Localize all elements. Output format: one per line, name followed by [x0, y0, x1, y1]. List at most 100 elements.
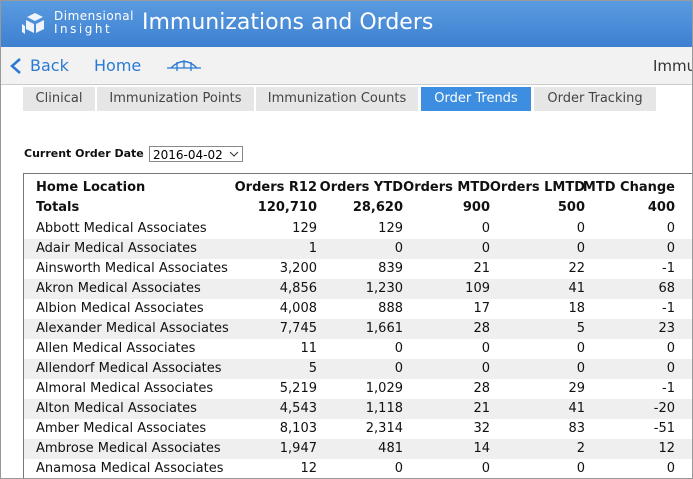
row: Totals 120,710 28,620 900 500 400	[24, 198, 692, 218]
cell-value: 120,710	[257, 200, 317, 215]
cell-value: 0	[666, 461, 675, 476]
row-label: Home Location	[36, 180, 146, 195]
cell-value: 5	[576, 321, 585, 336]
cell-value: 0	[576, 221, 585, 236]
row-label: Totals	[36, 200, 80, 215]
app-title: Immunizations and Orders	[142, 10, 434, 35]
tab[interactable]: Order Trends	[421, 87, 531, 111]
row-label: Almoral Medical Associates	[36, 381, 214, 396]
cell-value: 18	[568, 301, 585, 316]
cell-value: 12	[658, 441, 675, 456]
cell-value: 5,219	[279, 381, 317, 396]
logo-text: Dimensional Insight	[54, 10, 134, 36]
row-label: Abbott Medical Associates	[36, 221, 207, 236]
cell-value: 28	[473, 381, 490, 396]
cell-value: 21	[473, 261, 490, 276]
row-label: Ambrose Medical Associates	[36, 441, 221, 456]
row-label: Adair Medical Associates	[36, 241, 197, 256]
cell-value: 4,856	[279, 281, 317, 296]
cell-value: 0	[394, 461, 403, 476]
cell-value: 23	[658, 321, 675, 336]
cell-value: 1	[308, 241, 317, 256]
cell-value: 17	[473, 301, 490, 316]
row-shaded: Alton Medical Associates 4,543 1,118 21 41 -2…	[24, 399, 692, 419]
row-shaded: Allendorf Medical Associates 5 0 0 0 0	[24, 359, 692, 379]
row-label: Alexander Medical Associates	[36, 321, 229, 336]
cell-value: 0	[481, 461, 490, 476]
cell-value: 7,745	[279, 321, 317, 336]
cell-value: 21	[473, 401, 490, 416]
logo-line: Dimensional	[54, 9, 134, 23]
cell-value: 0	[481, 221, 490, 236]
cell-value: 900	[462, 200, 490, 215]
cell-value: 0	[576, 361, 585, 376]
cell-value: -1	[662, 301, 675, 316]
row: Home Location Orders R12 Orders YTD Orders …	[24, 178, 692, 198]
cell-value: Orders LMTD	[489, 180, 585, 195]
cell-value: 32	[473, 421, 490, 436]
cell-value: 83	[568, 421, 585, 436]
home-button[interactable]: Home	[94, 56, 142, 75]
cell-value: 4,543	[279, 401, 317, 416]
row-label: Ainsworth Medical Associates	[36, 261, 228, 276]
cell-value: 28	[473, 321, 490, 336]
cell-value: MTD Change	[582, 180, 675, 195]
cell-value: 1,661	[365, 321, 403, 336]
cell-value: 5	[308, 361, 317, 376]
tab[interactable]: Order Tracking	[534, 87, 656, 111]
cell-value: 0	[394, 241, 403, 256]
cell-value: 22	[568, 261, 585, 276]
row-shaded: Adair Medical Associates 1 0 0 0 0	[24, 239, 692, 259]
cell-value: 1,947	[279, 441, 317, 456]
tab[interactable]: Immunization Points	[97, 87, 254, 111]
cell-value: 8,103	[279, 421, 317, 436]
nav-bar: Back Home Immu	[1, 47, 692, 85]
date-select[interactable]: 2016-04-02	[149, 146, 243, 162]
data-table: Home Location Orders R12 Orders YTD Orders …	[23, 173, 692, 478]
cell-value: -20	[653, 401, 675, 416]
cell-value: -1	[662, 261, 675, 276]
cell-value: 0	[666, 361, 675, 376]
page-name: Immu	[653, 57, 693, 75]
row-label: Akron Medical Associates	[36, 281, 201, 296]
cell-value: 129	[292, 221, 317, 236]
cell-value: 41	[568, 401, 585, 416]
cell-value: 14	[473, 441, 490, 456]
cell-value: 500	[557, 200, 585, 215]
dropdown-arrow	[229, 151, 239, 157]
row: Abbott Medical Associates 129 129 0 0 0	[24, 219, 692, 239]
cell-value: 29	[568, 381, 585, 396]
cell-value: 3,200	[279, 261, 317, 276]
bridge-icon[interactable]	[166, 57, 202, 73]
cell-value: 1,029	[365, 381, 403, 396]
tab[interactable]: Clinical	[23, 87, 95, 111]
cell-value: 839	[378, 261, 403, 276]
row-label: Alton Medical Associates	[36, 401, 197, 416]
row: Anamosa Medical Associates 12 0 0 0 0	[24, 459, 692, 478]
cell-value: 0	[666, 341, 675, 356]
cell-value: -51	[653, 421, 675, 436]
row: Allen Medical Associates 11 0 0 0 0	[24, 339, 692, 359]
cell-value: 2,314	[365, 421, 403, 436]
cell-value: 0	[481, 361, 490, 376]
cell-value: 0	[576, 241, 585, 256]
row-label: Amber Medical Associates	[36, 421, 207, 436]
cell-value: 4,008	[279, 301, 317, 316]
date-value: 2016-04-02	[153, 148, 223, 162]
back-button[interactable]: Back	[30, 56, 69, 75]
row: Amber Medical Associates 8,103 2,314 32 83 -5…	[24, 419, 692, 439]
cell-value: 0	[481, 241, 490, 256]
cell-value: 28,620	[352, 200, 403, 215]
back-chevron[interactable]	[9, 57, 23, 75]
row-label: Anamosa Medical Associates	[36, 461, 224, 476]
row: Almoral Medical Associates 5,219 1,029 28 29…	[24, 379, 692, 399]
cell-value: Orders YTD	[319, 180, 403, 195]
cell-value: 1,118	[365, 401, 403, 416]
row-shaded: Ambrose Medical Associates 1,947 481 14 2 12	[24, 439, 692, 459]
row-shaded: Akron Medical Associates 4,856 1,230 109 41 6…	[24, 279, 692, 299]
row: Ainsworth Medical Associates 3,200 839 21 22…	[24, 259, 692, 279]
tab[interactable]: Immunization Counts	[256, 87, 418, 111]
filter-label: Current Order Date	[24, 147, 144, 160]
